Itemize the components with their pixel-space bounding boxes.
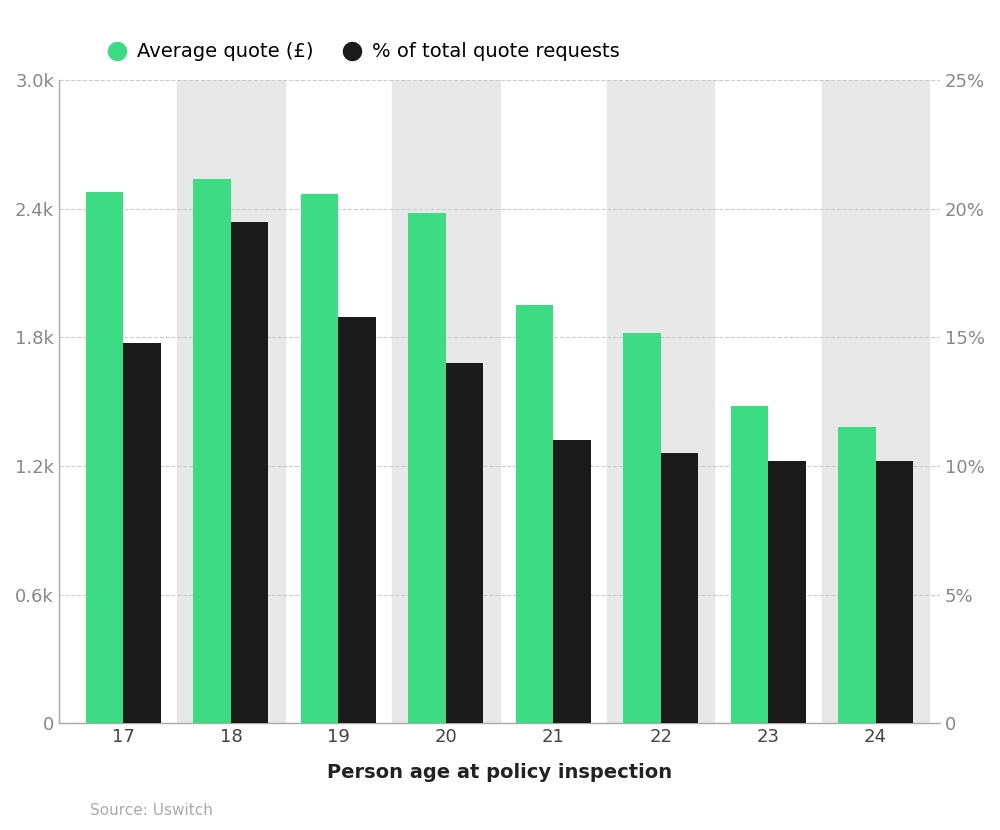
Bar [86,192,123,723]
Bar [768,461,806,723]
X-axis label: Person age at policy inspection: Person age at policy inspection [327,763,672,782]
Text: Source: Uswitch: Source: Uswitch [90,803,213,818]
Bar [623,333,661,723]
Bar [123,343,161,723]
Legend: Average quote (£), % of total quote requests: Average quote (£), % of total quote requ… [100,35,627,69]
Bar [338,317,376,723]
Bar [731,406,768,723]
Bar [838,427,876,723]
Bar [193,178,231,723]
Bar [607,81,714,723]
Bar [408,213,446,723]
Bar [301,193,338,723]
Bar [553,440,591,723]
Bar [516,305,553,723]
Bar [822,81,929,723]
Bar [392,81,500,723]
Bar [446,363,483,723]
Bar [876,461,913,723]
Bar [661,453,698,723]
Bar [231,222,268,723]
Bar [177,81,285,723]
